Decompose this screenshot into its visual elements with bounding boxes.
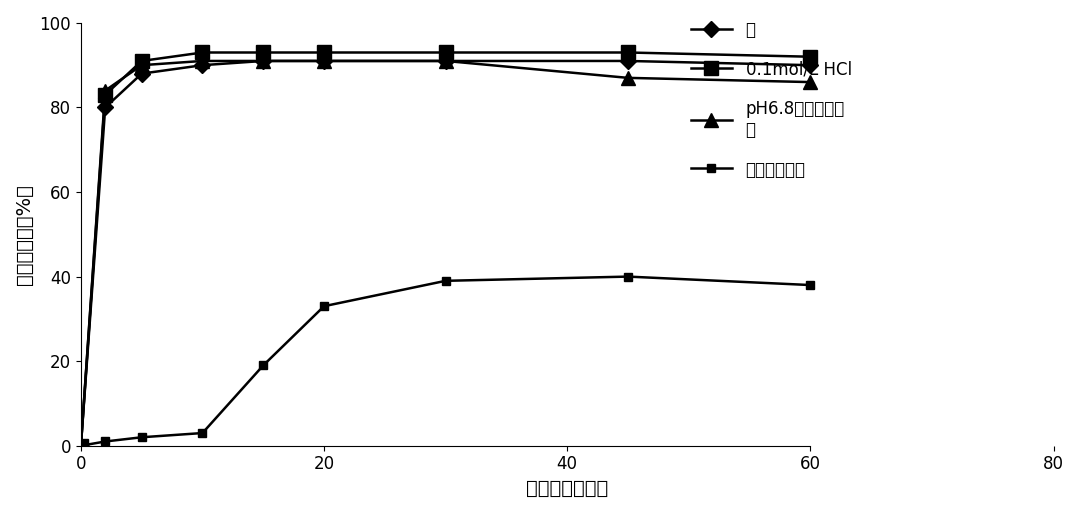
Line: 舒麦特（水）: 舒麦特（水） bbox=[77, 272, 815, 450]
pH6.8磷酸盐缓冲
液 bbox=[804, 79, 817, 85]
水 bbox=[74, 443, 87, 449]
舒麦特（水） bbox=[196, 430, 209, 436]
pH6.8磷酸盐缓冲
液 bbox=[257, 58, 270, 64]
Line: 水: 水 bbox=[76, 55, 816, 451]
舒麦特（水） bbox=[439, 278, 452, 284]
pH6.8磷酸盐缓冲
液 bbox=[439, 58, 452, 64]
pH6.8磷酸盐缓冲
液 bbox=[196, 58, 209, 64]
Line: pH6.8磷酸盐缓冲
液: pH6.8磷酸盐缓冲 液 bbox=[74, 54, 817, 452]
Y-axis label: 累积释放量（%）: 累积释放量（%） bbox=[15, 184, 35, 285]
0.1mol/L HCl bbox=[804, 54, 817, 60]
舒麦特（水） bbox=[804, 282, 817, 288]
pH6.8磷酸盐缓冲
液 bbox=[74, 443, 87, 449]
0.1mol/L HCl bbox=[317, 49, 330, 55]
pH6.8磷酸盐缓冲
液 bbox=[622, 75, 634, 81]
水 bbox=[135, 71, 148, 77]
水 bbox=[317, 58, 330, 64]
舒麦特（水） bbox=[317, 303, 330, 309]
Legend: 水, 0.1mol/L HCl, pH6.8磷酸盐缓冲
液, 舒麦特（水）: 水, 0.1mol/L HCl, pH6.8磷酸盐缓冲 液, 舒麦特（水） bbox=[684, 14, 859, 186]
舒麦特（水） bbox=[257, 362, 270, 368]
舒麦特（水） bbox=[74, 443, 87, 449]
pH6.8磷酸盐缓冲
液 bbox=[135, 62, 148, 68]
水 bbox=[622, 58, 634, 64]
0.1mol/L HCl bbox=[439, 49, 452, 55]
X-axis label: 时间（ｍｉｎ）: 时间（ｍｉｎ） bbox=[527, 479, 609, 498]
水 bbox=[804, 62, 817, 68]
水 bbox=[196, 62, 209, 68]
pH6.8磷酸盐缓冲
液 bbox=[317, 58, 330, 64]
0.1mol/L HCl bbox=[196, 49, 209, 55]
0.1mol/L HCl bbox=[74, 443, 87, 449]
0.1mol/L HCl bbox=[99, 92, 112, 98]
0.1mol/L HCl bbox=[257, 49, 270, 55]
舒麦特（水） bbox=[135, 434, 148, 440]
Line: 0.1mol/L HCl: 0.1mol/L HCl bbox=[74, 46, 817, 452]
0.1mol/L HCl bbox=[622, 49, 634, 55]
0.1mol/L HCl bbox=[135, 58, 148, 64]
水 bbox=[439, 58, 452, 64]
水 bbox=[257, 58, 270, 64]
水 bbox=[99, 104, 112, 110]
pH6.8磷酸盐缓冲
液 bbox=[99, 88, 112, 94]
舒麦特（水） bbox=[99, 439, 112, 445]
舒麦特（水） bbox=[622, 273, 634, 280]
